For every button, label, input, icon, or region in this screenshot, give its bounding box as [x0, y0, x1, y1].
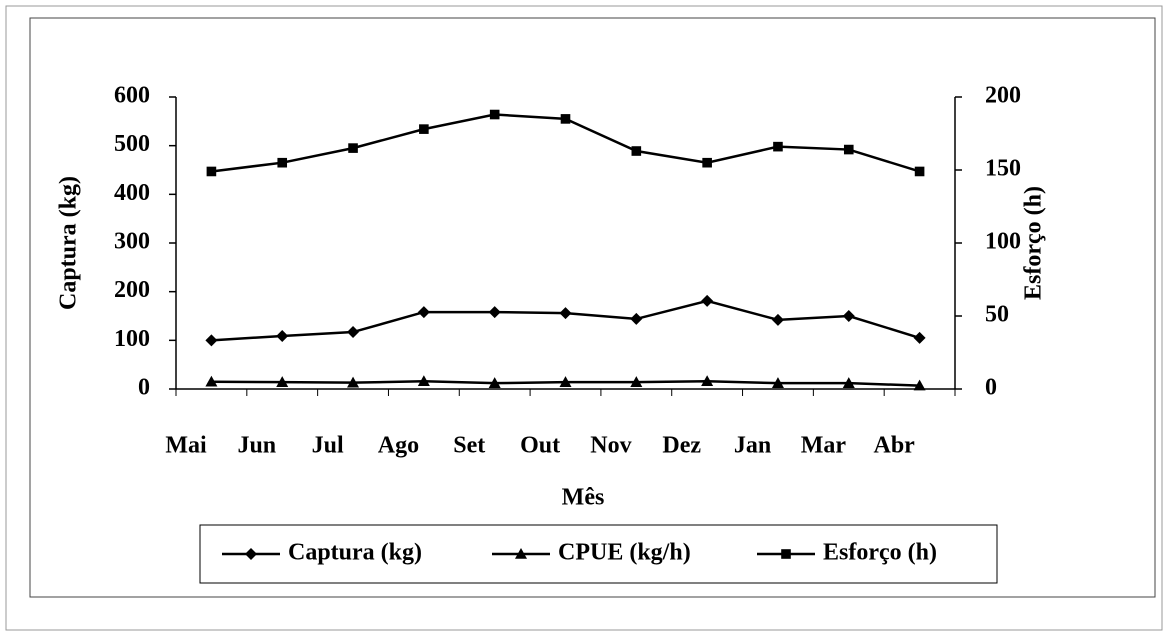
- marker: [914, 166, 925, 177]
- marker: [245, 548, 257, 560]
- legend-label: Captura (kg): [288, 540, 422, 566]
- y-tick-label: 200: [114, 277, 150, 303]
- marker: [773, 141, 783, 152]
- x-tick-label: Mar: [801, 433, 847, 459]
- marker: [276, 376, 289, 387]
- y-tick-label: 500: [114, 131, 150, 157]
- marker: [277, 157, 288, 168]
- marker: [913, 379, 926, 391]
- y-tick-label: 400: [114, 180, 150, 206]
- marker: [630, 312, 643, 325]
- marker: [559, 376, 572, 387]
- x-tick-label: Jan: [734, 433, 771, 459]
- y-tick-label: 600: [114, 83, 150, 109]
- outer-frame: [5, 5, 1163, 631]
- legend-label: Esforço (h): [823, 540, 937, 566]
- marker: [771, 313, 784, 326]
- marker: [417, 375, 430, 387]
- marker: [702, 157, 712, 168]
- x-tick-label: Nov: [590, 433, 631, 459]
- series-line: [211, 299, 920, 342]
- chart-frame: [29, 17, 1156, 598]
- marker: [701, 294, 714, 307]
- x-tick-label: Ago: [378, 433, 419, 459]
- y-tick-label: 300: [114, 229, 150, 255]
- marker: [842, 377, 855, 388]
- x-tick-label: Jul: [312, 433, 344, 459]
- marker: [701, 375, 714, 387]
- marker: [488, 306, 501, 319]
- marker: [515, 548, 527, 559]
- y-tick-label: 100: [114, 326, 150, 352]
- y2-tick-label: 200: [985, 83, 1021, 109]
- marker: [560, 114, 571, 124]
- y2-tick-label: 0: [985, 375, 997, 401]
- marker: [276, 329, 289, 342]
- marker: [630, 376, 643, 387]
- marker: [347, 376, 360, 388]
- marker: [913, 331, 926, 344]
- marker: [417, 306, 430, 319]
- x-tick-label: Out: [520, 433, 560, 459]
- marker: [631, 146, 642, 156]
- x-tick-label: Jun: [237, 433, 276, 459]
- marker: [842, 310, 855, 322]
- marker: [489, 109, 500, 120]
- marker: [205, 334, 218, 347]
- marker: [419, 124, 429, 134]
- marker: [488, 377, 501, 388]
- x-axis-title: Mês: [562, 485, 605, 511]
- marker: [771, 377, 784, 388]
- legend-label: CPUE (kg/h): [558, 540, 691, 566]
- y2-axis-title: Esforço (h): [1021, 186, 1047, 300]
- y2-tick-label: 100: [985, 229, 1021, 255]
- x-tick-label: Dez: [662, 433, 701, 459]
- marker: [205, 375, 218, 387]
- x-tick-label: Set: [453, 433, 485, 459]
- marker: [348, 143, 358, 153]
- marker: [206, 166, 217, 177]
- x-tick-label: Mai: [165, 433, 207, 459]
- marker: [347, 326, 360, 339]
- y2-tick-label: 50: [985, 302, 1009, 328]
- legend-box: [199, 524, 998, 584]
- marker: [781, 549, 791, 559]
- x-tick-label: Abr: [874, 433, 916, 459]
- y-axis-title: Captura (kg): [56, 176, 82, 310]
- marker: [559, 307, 572, 320]
- marker: [843, 144, 854, 155]
- y-tick-label: 0: [138, 375, 150, 401]
- y2-tick-label: 150: [985, 156, 1021, 182]
